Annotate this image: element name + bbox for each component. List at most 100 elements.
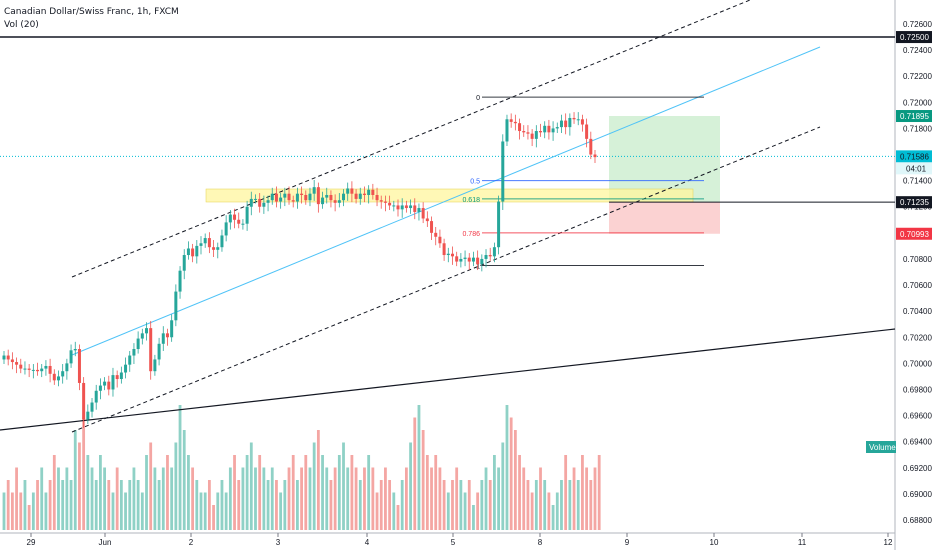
candle-body	[421, 208, 425, 219]
price-tick-label: 0.71800	[903, 124, 932, 133]
candle-body	[124, 364, 128, 373]
volume-bar	[31, 492, 35, 530]
candle-body	[316, 187, 320, 205]
volume-bar	[467, 480, 471, 530]
price-tick-label: 0.70400	[903, 307, 932, 316]
volume-bar	[132, 467, 136, 530]
volume-bar	[526, 480, 530, 530]
volume-bar	[501, 442, 505, 530]
candle-body	[342, 193, 346, 201]
time-tick-label: 10	[710, 538, 719, 547]
candle-body	[509, 119, 513, 122]
volume-bars	[2, 405, 601, 530]
candle-body	[136, 338, 140, 350]
candle-body	[488, 255, 492, 257]
candle-body	[207, 238, 211, 248]
volume-bar	[287, 467, 291, 530]
candle-body	[367, 189, 371, 195]
volume-bar	[589, 480, 593, 530]
fib-level-label: 1	[476, 263, 480, 270]
candle-body	[396, 205, 400, 210]
time-tick-label: 5	[451, 538, 456, 547]
time-tick-label: 3	[276, 538, 281, 547]
volume-bar	[178, 405, 182, 530]
candle-body	[492, 247, 496, 257]
candle-body	[199, 243, 203, 246]
price-tick-label: 0.72400	[903, 46, 932, 55]
candle-body	[224, 222, 228, 236]
trend-line	[71, 46, 821, 356]
volume-bar	[140, 492, 144, 530]
volume-bar	[224, 492, 228, 530]
volume-bar	[451, 480, 454, 530]
volume-bar	[430, 467, 433, 530]
candle-body	[283, 193, 287, 198]
long-trend-line	[0, 328, 896, 431]
volume-bar	[228, 467, 232, 530]
candle-body	[10, 359, 14, 363]
candle-body	[6, 355, 10, 360]
volume-bar	[350, 455, 354, 530]
volume-bar	[455, 467, 459, 530]
candle-body	[593, 154, 597, 158]
volume-bar	[543, 480, 547, 530]
volume-bar	[413, 417, 417, 530]
candle-body	[111, 375, 115, 390]
volume-bar	[434, 455, 438, 530]
volume-bar	[321, 455, 324, 530]
volume-bar	[249, 442, 253, 530]
volume-bar	[392, 492, 396, 530]
candle-body	[375, 194, 379, 201]
volume-bar	[346, 467, 350, 530]
volume-bar	[195, 480, 199, 530]
price-tick-label: 0.69800	[903, 385, 932, 394]
take-profit-badge: 0.71895	[900, 112, 929, 121]
countdown-bg	[896, 162, 932, 175]
candle-body	[300, 193, 304, 195]
volume-bar	[233, 455, 236, 530]
volume-bar	[539, 467, 542, 530]
time-tick-label: 8	[538, 538, 543, 547]
volume-bar	[166, 455, 169, 530]
volume-bar	[333, 467, 337, 530]
candle-body	[295, 193, 299, 202]
volume-bar	[279, 492, 283, 530]
volume-bar	[342, 442, 345, 530]
volume-bar	[472, 505, 475, 530]
volume-bar	[103, 467, 106, 530]
volume-bar	[57, 467, 60, 530]
candle-body	[212, 247, 216, 250]
volume-bar	[463, 492, 467, 530]
volume-bar	[161, 467, 165, 530]
volume-bar	[354, 467, 358, 530]
volume-bar	[111, 492, 115, 530]
volume-bar	[585, 467, 589, 530]
fib-level-label: 0.5	[470, 179, 480, 186]
candle-body	[287, 193, 291, 201]
candle-body	[98, 385, 102, 391]
candle-body	[195, 245, 199, 257]
candle-body	[19, 364, 23, 369]
volume-bar	[23, 480, 27, 530]
price-tick-label: 0.70600	[903, 281, 932, 290]
candle-body	[262, 202, 266, 207]
candle-body	[580, 119, 584, 125]
volume-bar	[203, 492, 207, 530]
volume-bar	[78, 442, 81, 530]
volume-bar	[337, 455, 341, 530]
price-tick-label: 0.70800	[903, 255, 932, 264]
volume-bar	[19, 492, 23, 530]
volume-bar	[128, 480, 132, 530]
volume-bar	[518, 455, 521, 530]
candle-body	[241, 223, 245, 225]
time-tick-label: 29	[27, 538, 36, 547]
volume-bar	[442, 480, 446, 530]
candle-body	[69, 350, 73, 364]
candle-body	[161, 333, 165, 344]
candle-body	[119, 372, 123, 380]
candle-body	[249, 198, 253, 207]
entry-badge-bg	[896, 196, 932, 209]
countdown-label: 04:01	[906, 164, 927, 173]
fib-level-label: 0	[476, 95, 480, 102]
